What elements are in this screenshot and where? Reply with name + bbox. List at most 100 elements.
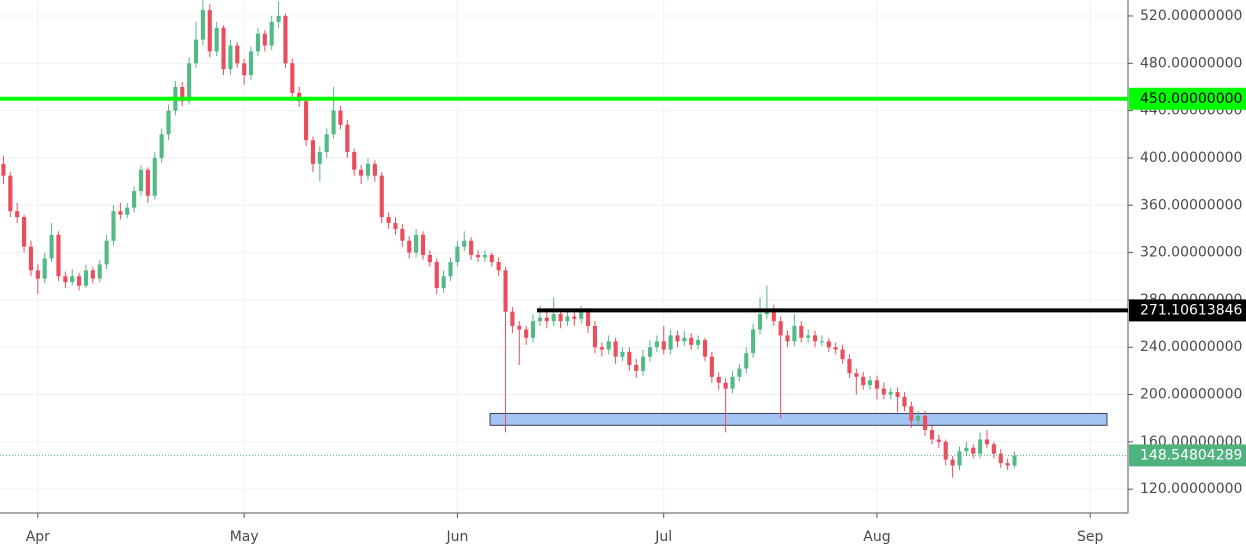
candle-body (730, 376, 735, 389)
candle-body (448, 262, 453, 277)
candle-body (262, 33, 267, 46)
candle-body (957, 451, 962, 466)
candle-body (751, 329, 756, 354)
candle-body (187, 63, 192, 102)
candle-body (668, 335, 673, 350)
candle-body (950, 459, 955, 466)
candle-body (819, 341, 824, 343)
candle-body (613, 341, 618, 357)
candle-body (874, 380, 880, 389)
candle-body (22, 217, 27, 247)
candle-body (455, 246, 460, 263)
candle-body (806, 335, 811, 338)
level-label: 148.54804289 (1140, 447, 1242, 463)
candle-body (441, 276, 446, 289)
candle-body (929, 430, 935, 440)
candle-body (778, 321, 783, 336)
candle-body (324, 134, 329, 153)
candle-body (138, 169, 144, 192)
candle-body (372, 163, 377, 176)
x-tick-label: Jun (445, 529, 468, 545)
candle-body (723, 382, 728, 389)
candle-body (785, 335, 790, 342)
candle-body (42, 258, 47, 279)
candle-body (936, 439, 941, 442)
candle-body (812, 335, 818, 342)
candle-body (193, 39, 199, 64)
candle-body (702, 340, 708, 357)
candle-body (248, 51, 254, 76)
candle-body (868, 380, 873, 386)
candle-body (792, 325, 797, 342)
candle-body (159, 134, 164, 158)
candle-body (475, 254, 481, 258)
candle-body (90, 270, 95, 279)
candle-body (345, 124, 350, 153)
candle-body (255, 33, 260, 52)
candle-body (503, 270, 508, 312)
candle-body (420, 234, 426, 255)
candle-body (290, 63, 295, 93)
candle-body (152, 157, 157, 196)
level-label: 450.00000000 (1140, 91, 1242, 107)
candle-body (524, 329, 529, 338)
candle-body (517, 325, 522, 330)
candle-body (558, 314, 563, 322)
candle-body (338, 110, 343, 125)
x-tick-label: Aug (863, 529, 890, 545)
candle-body (716, 376, 721, 383)
candle-body (496, 262, 501, 271)
candle-body (833, 347, 838, 350)
candle-body (200, 10, 205, 40)
candle-body (943, 441, 948, 460)
candle-body (386, 217, 391, 224)
y-tick-label: 320.00000000 (1140, 245, 1242, 261)
x-tick-label: Apr (26, 529, 50, 545)
level-label: 271.10613846 (1140, 302, 1243, 318)
candle-body (586, 311, 591, 326)
x-tick-label: Jul (654, 529, 672, 545)
candle-body (8, 175, 13, 212)
candle-body (696, 340, 701, 345)
candle-body (28, 246, 34, 271)
candle-body (407, 240, 412, 253)
candle-body (207, 10, 212, 52)
y-tick-label: 120.00000000 (1140, 481, 1242, 497)
candle-body (1005, 463, 1010, 466)
candle-body (627, 351, 632, 365)
candle-body (132, 191, 137, 208)
candle-body (317, 152, 322, 164)
y-tick-label: 480.00000000 (1140, 55, 1242, 71)
candle-body (221, 27, 226, 70)
candle-body (909, 406, 914, 421)
candle-body (709, 356, 714, 377)
candle-body (235, 45, 240, 64)
candle-body (661, 341, 666, 350)
candle-body (902, 396, 907, 407)
support-zone (489, 412, 1108, 426)
candle-body (111, 211, 116, 241)
candle-body (978, 439, 983, 454)
candle-body (654, 341, 659, 348)
candle-body (847, 359, 852, 374)
candle-body (971, 447, 976, 454)
candle-body (242, 63, 247, 76)
candle-body (1012, 455, 1017, 466)
candle-body (984, 439, 990, 445)
x-tick-label: Sep (1077, 529, 1104, 545)
candle-body (530, 321, 536, 338)
candle-body (228, 45, 233, 70)
level-label-box (1129, 87, 1246, 110)
candle-body (400, 228, 405, 241)
candle-body (895, 392, 900, 397)
level-label-box (1129, 444, 1246, 467)
candle-body (1, 163, 6, 176)
candle-body (15, 211, 20, 218)
candle-body (359, 169, 364, 176)
candle-body (482, 254, 487, 258)
candle-body (35, 270, 40, 279)
candle-body (462, 240, 467, 247)
candle-body (70, 276, 75, 283)
candle-body (991, 444, 996, 454)
candle-body (682, 337, 687, 342)
